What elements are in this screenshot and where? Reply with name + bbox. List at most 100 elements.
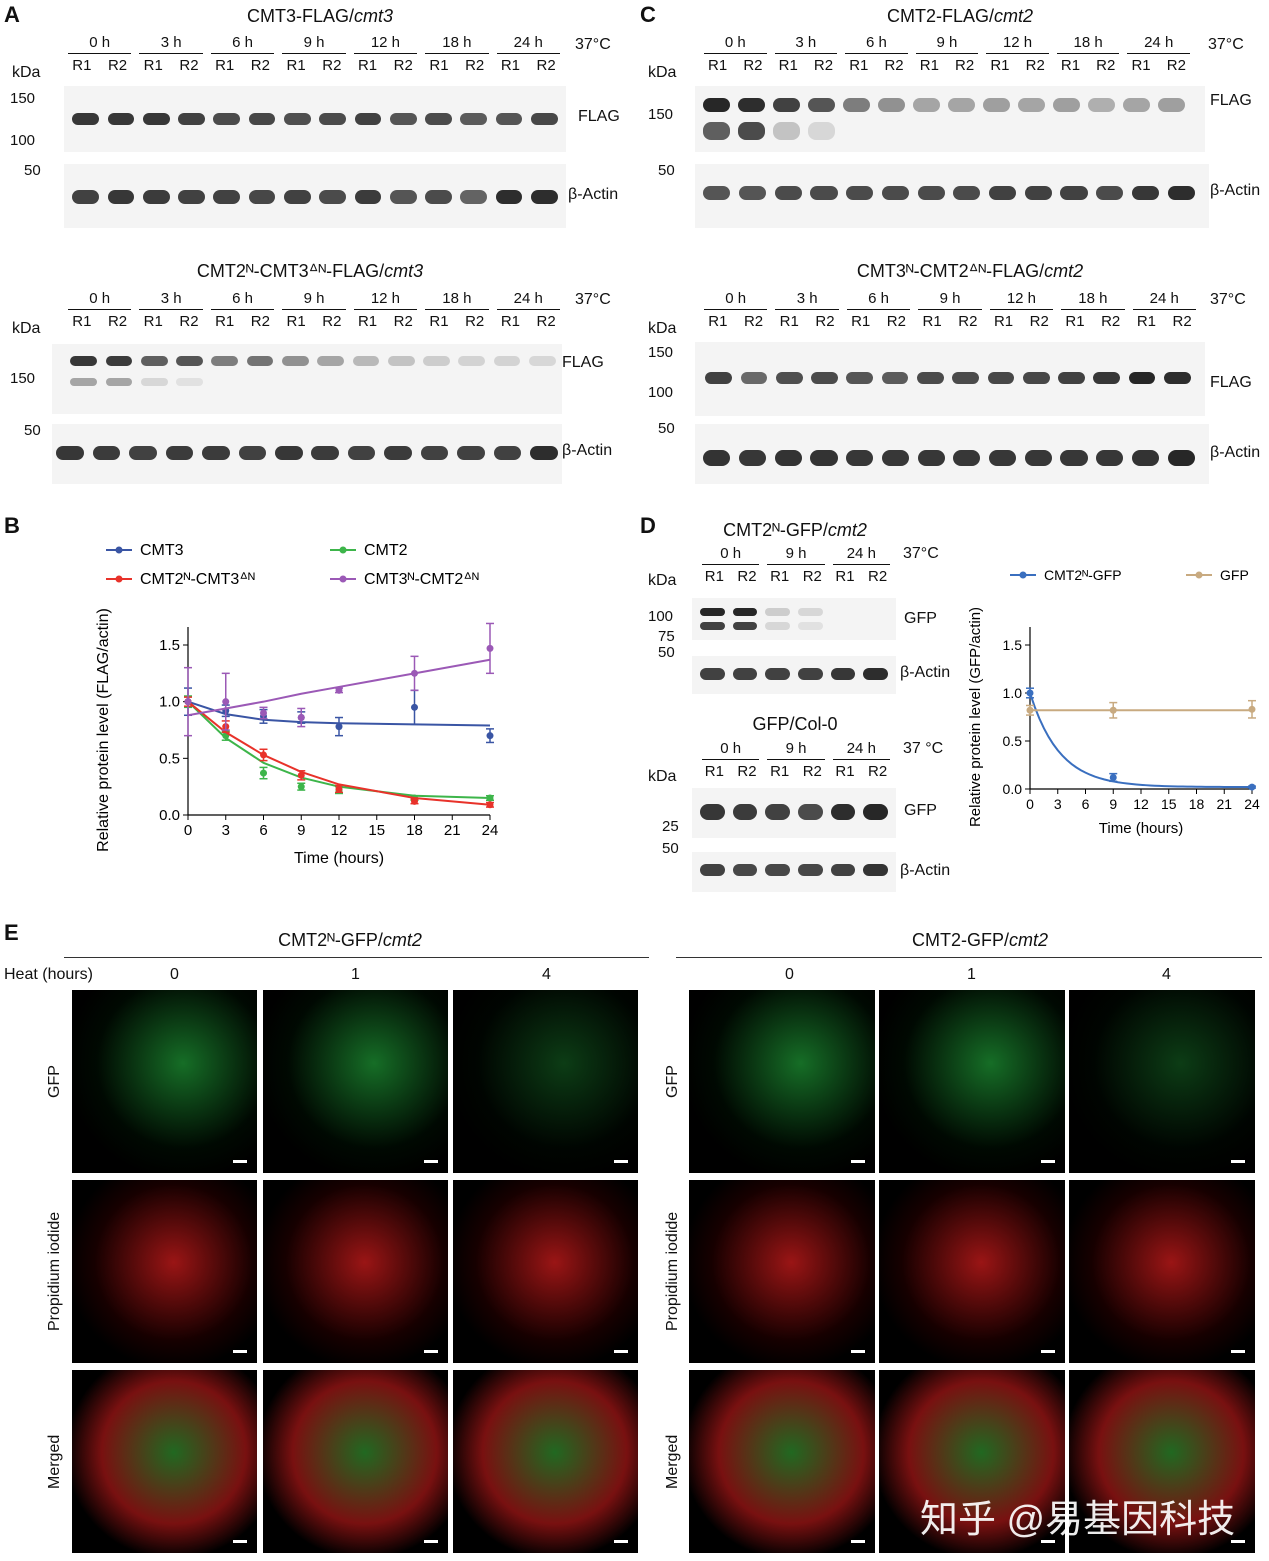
- heat-value: 4: [1162, 966, 1171, 983]
- blot-band: [1053, 98, 1080, 112]
- timepoint-rule: [1056, 53, 1120, 54]
- timepoint-group: 6 h R1 R2: [207, 34, 278, 74]
- replicate-label: R1: [429, 57, 449, 74]
- temp-label: 37°C: [1208, 36, 1244, 53]
- replicate-label: R1: [778, 57, 798, 74]
- data-point: [486, 794, 494, 802]
- replicate-label: R1: [72, 313, 92, 330]
- band-label: β-Actin: [568, 186, 619, 203]
- y-tick-label: 0.5: [1003, 733, 1023, 749]
- timepoint-group: 18 h R1 R2: [421, 290, 492, 330]
- micrograph-gfp: [689, 990, 875, 1173]
- timepoint-group: 9 h R1 R2: [912, 34, 983, 74]
- replicate-label: R2: [1166, 57, 1186, 74]
- blot-flag: [695, 342, 1205, 416]
- timepoint-label: 0 h: [724, 34, 746, 51]
- root-signal: [879, 1180, 1065, 1363]
- replicate-label: R2: [322, 57, 342, 74]
- row-label: Merged: [46, 1434, 63, 1489]
- data-point: [260, 709, 267, 717]
- blot-band: [283, 190, 311, 204]
- scale-bar: [424, 1160, 438, 1163]
- timepoint-rule: [767, 564, 825, 565]
- blot-band: [202, 446, 230, 460]
- blot-band: [387, 356, 415, 366]
- timepoint-label: 6 h: [865, 34, 887, 51]
- replicate-label: R1: [993, 313, 1014, 330]
- timepoint-group: 3 h R1 R2: [135, 34, 206, 74]
- legend-marker: [115, 546, 123, 554]
- timepoint-rule: [425, 53, 489, 54]
- data-point: [335, 723, 343, 731]
- replicate-label: R1: [704, 763, 724, 780]
- blot-band: [246, 356, 274, 366]
- legend-marker: [115, 575, 123, 583]
- timepoint-group: 0 h R1 R2: [700, 34, 771, 74]
- timepoint-header: 0 h R1 R2 3 h R1 R2 6 h R1 R2 9 h R1 R2 12 h R1 R2 18 h…: [64, 290, 564, 334]
- blot-band: [808, 122, 835, 140]
- timepoint-rule: [704, 309, 768, 310]
- band-label: β-Actin: [900, 862, 951, 879]
- blot-band: [457, 446, 485, 460]
- band-label: FLAG: [578, 108, 620, 125]
- timepoint-header: 0 h R1 R2 9 h R1 R2 24 h R1 R2: [698, 740, 894, 784]
- blot-band: [425, 190, 452, 204]
- blot-band: [530, 113, 558, 125]
- timepoint-rule: [496, 53, 560, 54]
- blot-band: [797, 668, 823, 680]
- scale-bar: [614, 1350, 628, 1353]
- scale-bar: [233, 1160, 247, 1163]
- replicate-label: R1: [286, 313, 306, 330]
- panel-d-label: D: [640, 513, 656, 538]
- scale-bar: [614, 1540, 628, 1543]
- blot-band: [317, 356, 345, 366]
- timepoint-rule: [353, 53, 418, 54]
- blot-band: [703, 450, 731, 466]
- x-tick-label: 12: [331, 822, 348, 839]
- timepoint-rule: [989, 309, 1054, 310]
- timepoint-rule: [846, 309, 911, 310]
- blot-band: [765, 804, 791, 820]
- panel-b-label: B: [4, 513, 20, 538]
- scale-bar: [1231, 1160, 1245, 1163]
- x-tick-label: 0: [1026, 796, 1034, 812]
- blot-band: [797, 804, 823, 820]
- replicate-label: R2: [107, 313, 128, 330]
- legend-marker: [1019, 571, 1027, 579]
- legend-marker: [1195, 571, 1203, 579]
- kda-label: kDa: [648, 320, 677, 337]
- micrograph-gfp: [1069, 990, 1255, 1173]
- blot-band: [989, 186, 1017, 200]
- row-label: GFP: [664, 1065, 681, 1098]
- blot-band: [881, 186, 909, 200]
- replicate-label: R2: [250, 313, 270, 330]
- blot-band: [953, 186, 981, 200]
- blot-band: [384, 446, 412, 460]
- blot-band: [1163, 372, 1191, 384]
- panel-e-right-title: CMT2-GFP/cmt2: [911, 930, 1048, 950]
- timepoint-group: 12 h R1 R2: [986, 290, 1057, 330]
- blot-band: [808, 98, 835, 112]
- blot-band: [107, 113, 135, 125]
- legend-label: CMT3: [140, 542, 184, 559]
- blot-band: [352, 356, 380, 366]
- blot-actin: [692, 852, 896, 892]
- root-signal: [72, 990, 257, 1173]
- kda-label: kDa: [12, 320, 41, 337]
- root-signal: [879, 990, 1065, 1173]
- replicate-label: R2: [884, 57, 904, 74]
- replicate-label: R2: [1101, 313, 1121, 330]
- timepoint-group: 3 h R1 R2: [135, 290, 206, 330]
- replicate-label: R2: [743, 57, 763, 74]
- micrograph-gfp: [879, 990, 1065, 1173]
- micrograph-propidium-iodide: [879, 1180, 1065, 1363]
- scale-bar: [1041, 1540, 1055, 1543]
- blot-band: [863, 668, 889, 680]
- x-axis-label: Time (hours): [294, 850, 384, 867]
- y-tick-label: 1.5: [159, 637, 180, 654]
- replicate-label: R2: [179, 313, 199, 330]
- blot-band: [1022, 372, 1050, 384]
- heat-value: 1: [967, 966, 976, 983]
- blot-band: [56, 446, 85, 460]
- blot-band: [1131, 450, 1159, 466]
